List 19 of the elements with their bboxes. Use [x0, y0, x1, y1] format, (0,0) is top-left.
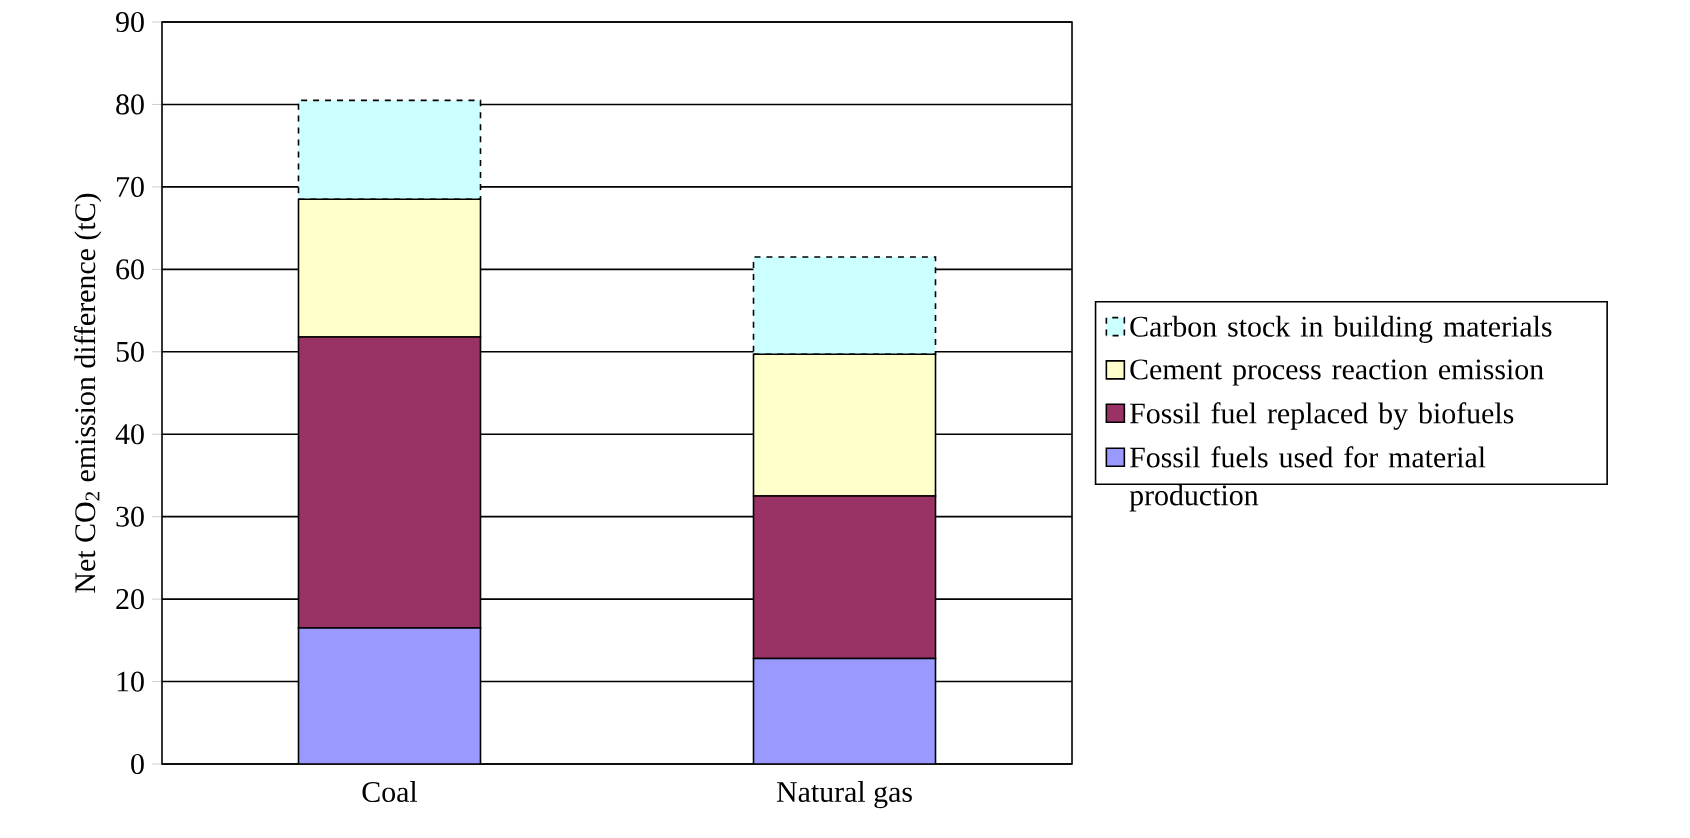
y-tick-label: 70	[117, 176, 144, 197]
legend-label: Cement process reaction emission	[1130, 359, 1544, 386]
y-tick-label: 80	[116, 94, 144, 115]
y-tick-label: 20	[116, 589, 144, 610]
y-tick-label: 0	[131, 753, 144, 775]
legend-label: Carbon stock in building materials	[1130, 315, 1552, 343]
y-tick-label: 30	[116, 506, 144, 527]
y-tick-label: 60	[116, 259, 144, 280]
bar	[297, 627, 482, 764]
y-tick-label: 40	[115, 424, 144, 445]
y-tick-label: 90	[116, 11, 144, 33]
x-tick-label: Coal	[362, 781, 418, 803]
y-axis-title: Net CO$_{2}$ emission difference (tC)	[74, 193, 102, 593]
x-tick-label: Natural gas	[776, 781, 912, 809]
y-tick-label: 10	[117, 671, 144, 692]
legend-label: Fossil fuel replaced by biofuels	[1130, 402, 1514, 430]
bar	[752, 657, 937, 764]
legend-label: Fossil fuels used for material production	[1129, 446, 1486, 512]
y-tick-label: 50	[116, 341, 144, 362]
